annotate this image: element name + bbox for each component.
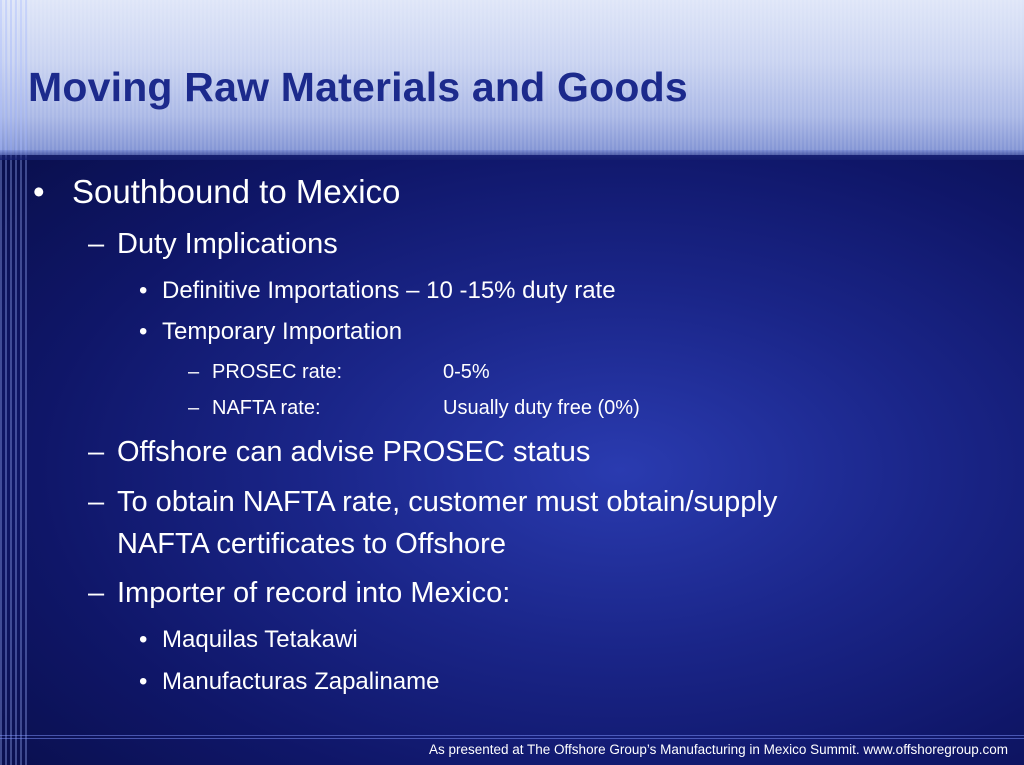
prosec-label: PROSEC rate: [212,361,343,383]
bullet-definitive: Definitive Importations – 10 -15% duty r… [162,277,616,304]
dash-marker: – [88,486,105,518]
bullet-duty-implications: Duty Implications [117,228,338,260]
nafta-label: NAFTA rate: [212,397,321,419]
dash-marker: – [188,361,200,383]
bullet-obtain-line1: To obtain NAFTA rate, customer must obta… [117,486,778,518]
bullet-marker: • [139,318,148,345]
title-banner [0,0,1024,155]
dash-marker: – [188,397,200,419]
title-divider [0,150,1024,160]
bullet-maquilas: Maquilas Tetakawi [162,626,358,653]
bullet-obtain-line2: NAFTA certificates to Offshore [117,528,506,560]
decorative-vertical-lines [0,0,28,765]
nafta-value: Usually duty free (0%) [443,397,640,419]
dash-marker: – [88,228,105,260]
dash-marker: – [88,436,105,468]
footer-divider [0,735,1024,741]
bullet-marker: • [139,626,148,653]
bullet-marker: • [139,277,148,304]
slide-footer: As presented at The Offshore Group’s Man… [428,742,1008,757]
prosec-value: 0-5% [443,361,490,383]
bullet-marker: • [33,173,45,210]
bullet-offshore-advise: Offshore can advise PROSEC status [117,436,591,468]
bullet-marker: • [139,668,148,695]
bullet-southbound: Southbound to Mexico [72,173,401,210]
bullet-importer: Importer of record into Mexico: [117,577,511,609]
dash-marker: – [88,577,105,609]
slide-title: Moving Raw Materials and Goods [28,64,688,110]
bullet-temporary: Temporary Importation [162,318,403,345]
bullet-manufacturas: Manufacturas Zapaliname [162,668,440,695]
